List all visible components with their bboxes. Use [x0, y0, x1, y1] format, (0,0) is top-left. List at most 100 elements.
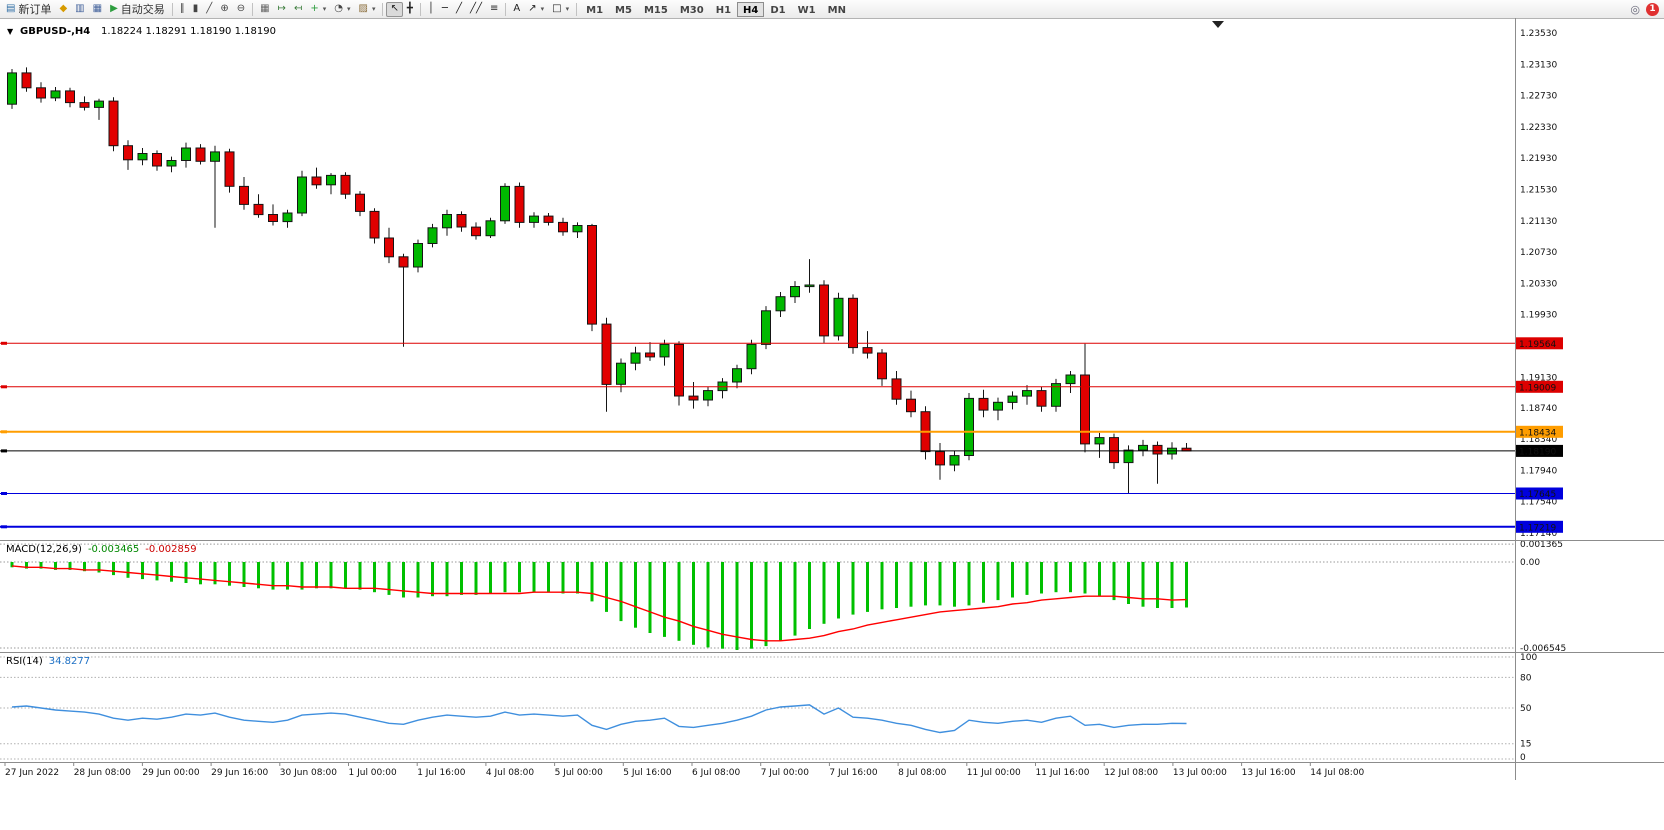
level-line-anchor[interactable] — [1, 449, 7, 453]
zoom-in-button[interactable]: ⊕ — [216, 2, 232, 17]
macd-bar — [402, 562, 405, 598]
macd-bar — [445, 562, 449, 597]
timeframe-m15[interactable]: M15 — [638, 2, 674, 17]
macd-bar — [837, 562, 840, 619]
templates-button[interactable]: ▨ ▾ — [354, 2, 379, 17]
macd-bar — [68, 562, 72, 570]
level-line-anchor[interactable] — [1, 525, 7, 529]
candlestick-type-button[interactable]: ▮ — [189, 2, 203, 17]
candle — [485, 217, 496, 238]
data-window-icon[interactable]: ▦ — [89, 2, 106, 17]
text-tool-button[interactable]: A — [509, 2, 524, 17]
timeframe-h1[interactable]: H1 — [710, 2, 737, 17]
macd-bar — [735, 562, 739, 650]
line-chart-type-button[interactable]: ╱ — [202, 2, 216, 17]
macd-signal-line — [11, 565, 1187, 642]
macd-bar — [112, 562, 115, 576]
rsi-axis-label: 80 — [1520, 673, 1532, 683]
cursor-button[interactable]: ↖ — [386, 1, 403, 17]
arrows-tool-button[interactable]: ↗ ▾ — [524, 2, 548, 17]
auto-scroll-button[interactable]: ↦ — [274, 2, 290, 17]
chart-shift-button[interactable]: ↤ — [290, 2, 306, 17]
time-label: 11 Jul 00:00 — [967, 768, 1021, 778]
candle — [935, 443, 945, 480]
candle — [1036, 386, 1047, 412]
macd-bar — [561, 562, 565, 594]
candle — [775, 292, 786, 317]
price-axis[interactable]: 1.23530 1.23130 1.22730 1.22330 1.21930 1.215… — [1516, 29, 1563, 539]
macd-bar — [170, 562, 173, 582]
level-line-anchor[interactable] — [1, 492, 7, 495]
periods-button[interactable]: ◔ ▾ — [330, 2, 354, 17]
chart-shift-icon: ↤ — [293, 3, 303, 14]
timeframe-m30[interactable]: M30 — [674, 2, 710, 17]
timeframe-mn[interactable]: MN — [822, 2, 852, 17]
price-badge-1.17645 — [1516, 487, 1563, 500]
timeframe-h4[interactable]: H4 — [737, 1, 765, 17]
candle — [297, 170, 307, 217]
chart-shift-marker[interactable] — [1212, 21, 1224, 28]
indicators-button[interactable]: + ▾ — [306, 2, 330, 17]
candle — [1094, 432, 1105, 458]
level-line-anchor[interactable] — [1, 385, 7, 389]
trendline-button[interactable]: ╱ — [452, 2, 466, 17]
price-label: 1.19130 — [1520, 373, 1557, 383]
new-order-button[interactable]: ▤ 新订单 — [2, 2, 55, 17]
price-badge-1.18190 — [1516, 444, 1563, 457]
periods-icon: ◔ — [334, 3, 343, 14]
timeframe-m5[interactable]: M5 — [609, 2, 638, 17]
time-label: 12 Jul 08:00 — [1104, 768, 1158, 778]
candle — [877, 349, 887, 386]
candle — [123, 140, 133, 170]
cursor-icon: ↖ — [390, 3, 399, 14]
time-label: 13 Jul 16:00 — [1242, 768, 1296, 778]
macd-bar — [286, 562, 289, 590]
rsi-axis-label: 50 — [1520, 704, 1532, 714]
candle — [195, 144, 206, 165]
macd-bar — [141, 562, 144, 580]
macd-bar — [126, 562, 130, 578]
chart-window-icon[interactable]: ▥ — [71, 2, 88, 17]
chart-area[interactable]: 0.001365 0.00 -0.006545 100 80 50 15 0 1.23530… — [0, 18, 1664, 830]
timeframe-w1[interactable]: W1 — [792, 2, 822, 17]
price-label: 1.23530 — [1520, 29, 1557, 39]
candle — [993, 397, 1003, 421]
quick-search-icon[interactable]: ◎ — [1630, 2, 1640, 16]
horn-icon[interactable]: ◆ — [55, 2, 71, 17]
fibonacci-button[interactable]: ≡ — [486, 2, 502, 17]
macd-bar — [242, 562, 246, 587]
bar-chart-type-button[interactable]: ∥ — [176, 2, 189, 17]
rsi-axis-label: 15 — [1520, 740, 1531, 750]
crosshair-button[interactable]: ╋ — [403, 2, 417, 17]
vertical-line-button[interactable]: │ — [424, 2, 438, 17]
macd-bar — [518, 562, 521, 593]
zoom-out-button[interactable]: ⊖ — [233, 2, 249, 17]
level-lines-group[interactable] — [0, 341, 1515, 529]
level-line-anchor[interactable] — [1, 341, 7, 345]
price-label: 1.17140 — [1520, 529, 1557, 539]
time-axis[interactable]: 27 Jun 2022 28 Jun 08:00 29 Jun 00:00 29 Ju… — [4, 763, 1365, 778]
timeframe-m1[interactable]: M1 — [580, 2, 609, 17]
time-label: 1 Jul 16:00 — [417, 768, 466, 778]
chart-menu-icon[interactable]: ▼ — [7, 27, 14, 36]
candle — [471, 222, 481, 240]
candle — [224, 148, 235, 193]
shapes-tool-button[interactable]: □ ▾ — [548, 2, 573, 17]
horizontal-line-button[interactable]: ─ — [438, 2, 452, 17]
timeframe-d1[interactable]: D1 — [764, 2, 791, 17]
macd-axis-label: 0.00 — [1520, 558, 1540, 568]
candle — [804, 259, 815, 293]
candle — [645, 342, 655, 361]
notification-badge[interactable]: 1 — [1646, 2, 1659, 16]
level-line-anchor[interactable] — [1, 430, 7, 434]
macd-bar — [315, 562, 318, 589]
text-tool-icon: A — [513, 3, 521, 14]
candle — [630, 346, 641, 371]
channel-button[interactable]: ╱╱ — [466, 2, 486, 17]
chevron-down-icon: ▾ — [346, 4, 351, 13]
candle — [50, 87, 61, 102]
autotrading-button[interactable]: ▶ 自动交易 — [106, 2, 169, 17]
candle — [36, 82, 46, 103]
tile-windows-button[interactable]: ▦ — [256, 2, 273, 17]
candle — [1123, 445, 1134, 494]
